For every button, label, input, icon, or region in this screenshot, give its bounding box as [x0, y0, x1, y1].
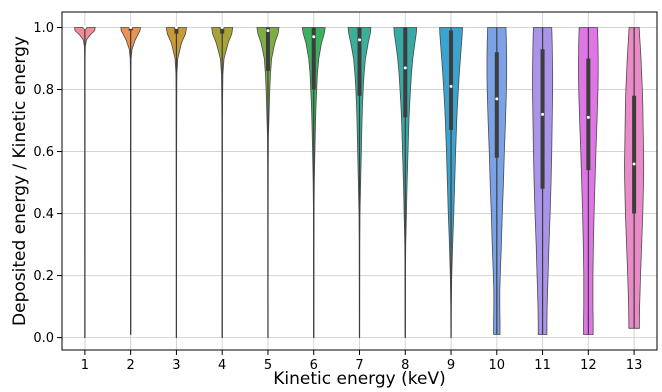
x-tick-label: 4 [218, 358, 226, 373]
y-tick-label: 0.6 [33, 145, 54, 160]
x-axis-title: Kinetic energy (keV) [273, 369, 445, 388]
x-tick-label: 1 [81, 358, 89, 373]
violin-median-2 [129, 26, 133, 30]
y-tick-label: 0.8 [33, 83, 54, 98]
x-tick-label: 2 [127, 358, 135, 373]
violins [74, 26, 645, 339]
x-tick-label: 8 [401, 358, 409, 373]
y-tick-label: 0.2 [33, 269, 54, 284]
violin-median-4 [220, 26, 224, 30]
violin-median-9 [449, 84, 453, 88]
y-tick-label: 0.0 [33, 331, 54, 346]
violin-median-10 [495, 97, 499, 101]
y-tick-label: 0.4 [33, 207, 54, 222]
violin-median-7 [358, 38, 361, 42]
y-axis-title: Deposited energy / Kinetic energy [10, 36, 30, 326]
violin-median-6 [312, 35, 316, 39]
violin-median-8 [403, 66, 407, 70]
x-tick-label: 12 [580, 358, 597, 373]
violin-median-13 [632, 162, 636, 166]
violin-median-1 [83, 26, 87, 30]
x-tick-label: 5 [264, 358, 272, 373]
x-tick-label: 9 [447, 358, 455, 373]
x-tick-label: 11 [534, 358, 551, 373]
x-tick-label: 6 [310, 358, 318, 373]
tick-labels: 0.00.20.40.60.81.01 2 3 4 5 6 7 8 9 10 11 12 13 [33, 21, 642, 373]
violin-median-5 [266, 29, 270, 33]
violin-median-12 [586, 115, 590, 119]
y-tick-label: 1.0 [33, 21, 54, 36]
x-tick-label: 7 [355, 358, 363, 373]
violin-median-3 [174, 26, 178, 30]
violin-median-11 [541, 112, 545, 116]
x-tick-label: 13 [626, 358, 643, 373]
x-tick-label: 10 [489, 358, 506, 373]
x-tick-label: 3 [172, 358, 180, 373]
